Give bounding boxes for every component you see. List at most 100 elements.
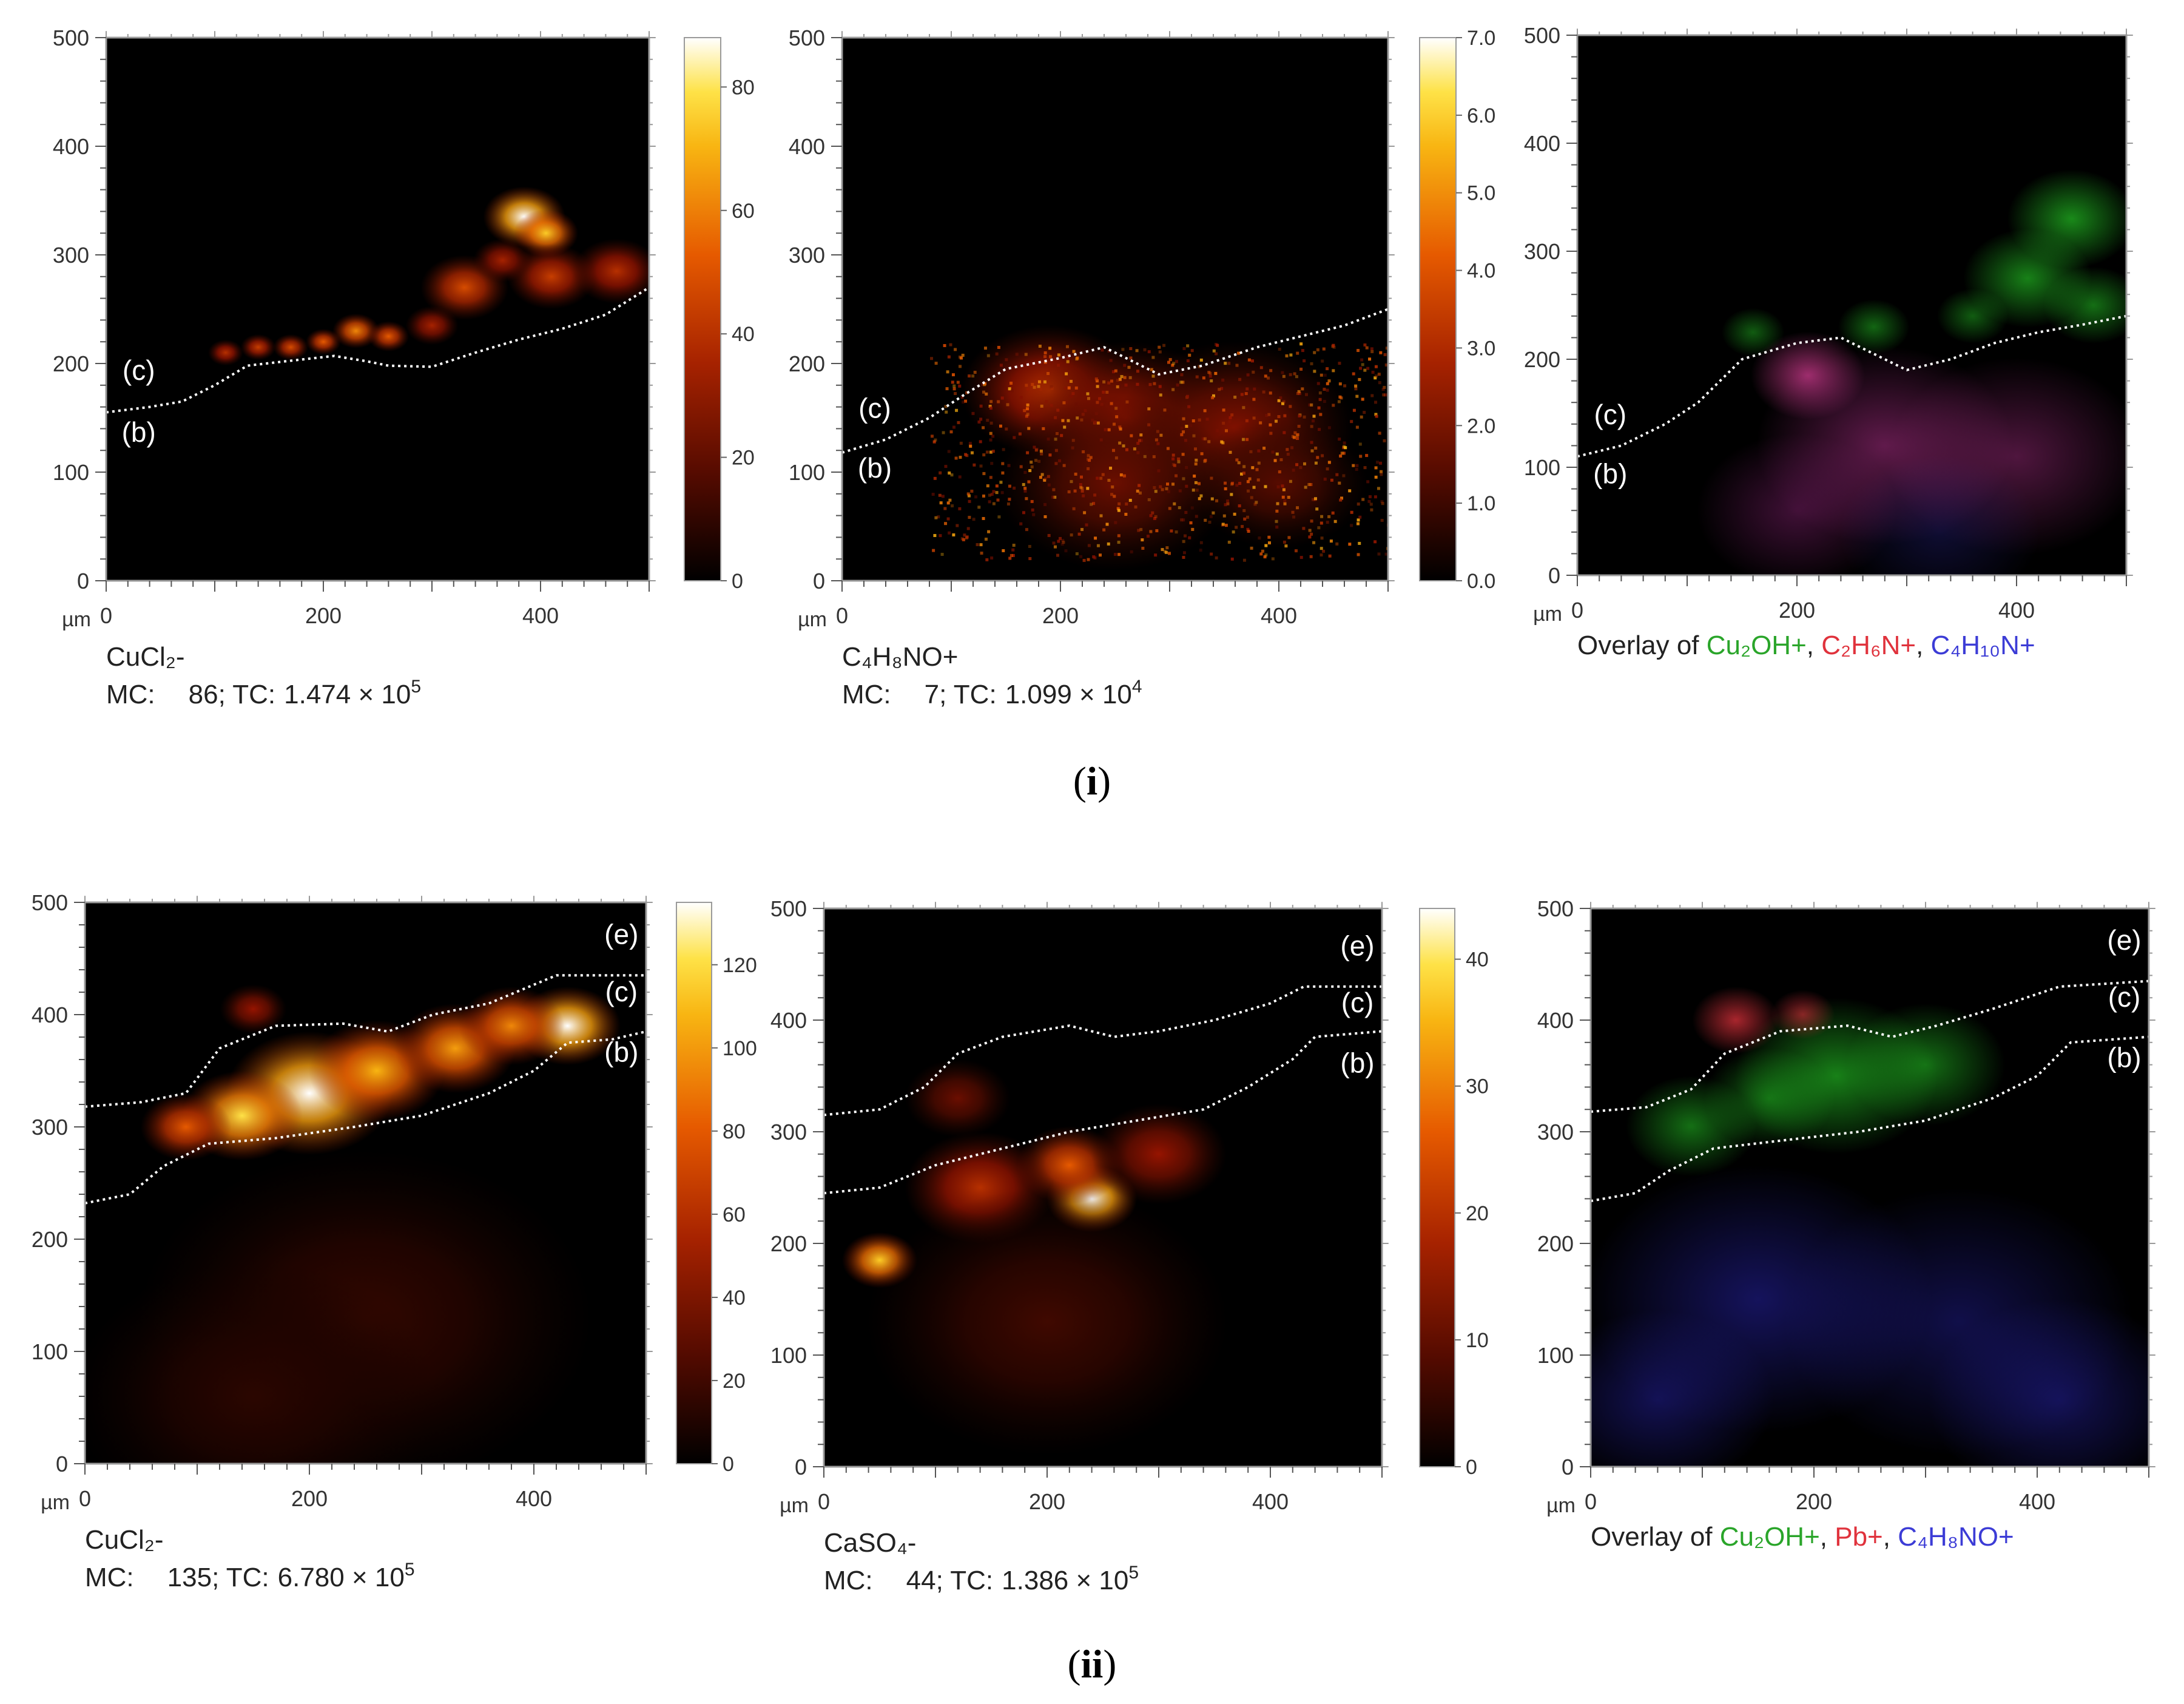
speckle-pixel	[1208, 374, 1212, 378]
speckle-pixel	[1006, 403, 1009, 407]
speckle-pixel	[1187, 405, 1191, 408]
speckle-pixel	[995, 484, 999, 488]
region-label: (e)	[1340, 930, 1374, 961]
speckle-pixel	[968, 374, 971, 378]
speckle-pixel	[1071, 392, 1075, 396]
counts-line: MC: 135; TC: 6.780 × 105	[85, 1560, 415, 1592]
speckle-pixel	[1043, 502, 1047, 506]
overlay-signal-blob	[2043, 266, 2126, 344]
speckle-pixel	[1194, 481, 1198, 484]
speckle-pixel	[1180, 433, 1184, 436]
speckle-pixel	[1377, 487, 1380, 490]
speckle-pixel	[988, 493, 991, 497]
speckle-pixel	[1048, 453, 1052, 457]
speckle-pixel	[1373, 495, 1377, 499]
speckle-pixel	[968, 499, 971, 503]
speckle-pixel	[1227, 540, 1231, 544]
speckle-pixel	[1312, 419, 1315, 423]
speckle-pixel	[1328, 554, 1332, 558]
y-tick-label: 400	[1537, 1008, 1574, 1033]
y-tick-label: 200	[1537, 1231, 1574, 1256]
speckle-pixel	[1238, 482, 1242, 485]
speckle-pixel	[958, 384, 962, 388]
speckle-pixel	[1023, 409, 1026, 413]
speckle-pixel	[1049, 355, 1053, 359]
speckle-pixel	[943, 343, 946, 347]
x-tick-label: 0	[1585, 1489, 1597, 1514]
speckle-pixel	[1246, 489, 1250, 493]
speckle-pixel	[1009, 381, 1013, 385]
speckle-pixel	[982, 472, 986, 475]
speckle-pixel	[1352, 408, 1356, 412]
speckle-pixel	[1013, 486, 1016, 490]
tc-label: TC:	[226, 1563, 269, 1592]
speckle-pixel	[1046, 371, 1050, 375]
speckle-pixel	[972, 463, 976, 467]
speckle-pixel	[1000, 396, 1004, 400]
row-caption-i: (i)	[1073, 759, 1111, 803]
intensity-hotspot	[572, 238, 649, 304]
colorbar-tick-label: 60	[732, 200, 755, 223]
speckle-pixel	[1281, 402, 1284, 405]
speckle-pixel	[1072, 507, 1076, 510]
speckle-pixel	[1114, 456, 1118, 460]
speckle-pixel	[1381, 387, 1385, 391]
overlay-species-3: C₄H₁₀N+	[1931, 631, 2035, 660]
speckle-pixel	[1173, 464, 1176, 467]
speckle-pixel	[1026, 413, 1030, 416]
speckle-pixel	[1177, 457, 1181, 461]
speckle-pixel	[1350, 510, 1353, 514]
speckle-pixel	[1292, 436, 1296, 439]
speckle-pixel	[1043, 515, 1047, 519]
speckle-pixel	[1026, 387, 1030, 391]
speckle-pixel	[1287, 495, 1290, 499]
speckle-pixel	[1291, 510, 1295, 514]
speckle-pixel	[1147, 407, 1151, 411]
speckle-pixel	[996, 498, 1000, 502]
speckle-pixel	[1259, 421, 1262, 425]
speckle-pixel	[991, 434, 995, 438]
speckle-pixel	[1301, 387, 1304, 391]
speckle-pixel	[1302, 527, 1306, 530]
speckle-pixel	[1286, 452, 1290, 456]
colorbar-tick-label: 5.0	[1467, 182, 1495, 205]
speckle-pixel	[1099, 438, 1103, 442]
speckle-pixel	[1080, 489, 1084, 493]
speckle-pixel	[1129, 347, 1133, 351]
speckle-pixel	[960, 537, 964, 541]
speckle-pixel	[1257, 449, 1261, 453]
speckle-pixel	[1139, 439, 1143, 442]
speckle-pixel	[1033, 385, 1036, 389]
speckle-pixel	[1181, 453, 1185, 456]
speckle-pixel	[1107, 428, 1111, 431]
speckle-pixel	[1162, 343, 1166, 347]
speckle-pixel	[1332, 369, 1335, 373]
speckle-pixel	[1164, 550, 1168, 554]
x-tick-label: 400	[1261, 603, 1297, 628]
speckle-pixel	[1375, 461, 1379, 464]
speckle-pixel	[1295, 463, 1299, 467]
speckle-pixel	[1278, 470, 1281, 474]
overlay-title: Overlay of Cu₂OH+, C₂H₆N+, C₄H₁₀N+	[1577, 631, 2035, 660]
speckle-pixel	[1118, 377, 1122, 381]
speckle-pixel	[1094, 377, 1098, 381]
speckle-pixel	[1380, 470, 1383, 473]
speckle-pixel	[1137, 529, 1141, 532]
speckle-pixel	[1379, 461, 1383, 465]
intensity-hotspot	[458, 986, 565, 1066]
speckle-pixel	[1340, 496, 1344, 500]
speckle-pixel	[1031, 508, 1034, 512]
speckle-pixel	[944, 465, 948, 468]
speckle-pixel	[1335, 542, 1339, 546]
speckle-pixel	[1039, 476, 1042, 479]
speckle-pixel	[954, 348, 957, 351]
speckle-pixel	[1212, 511, 1215, 515]
speckle-pixel	[1246, 527, 1250, 531]
speckle-pixel	[1043, 355, 1047, 359]
speckle-pixel	[1018, 432, 1022, 436]
speckle-pixel	[958, 475, 962, 479]
speckle-pixel	[1358, 377, 1361, 381]
speckle-pixel	[1038, 345, 1042, 348]
speckle-pixel	[1299, 342, 1303, 346]
